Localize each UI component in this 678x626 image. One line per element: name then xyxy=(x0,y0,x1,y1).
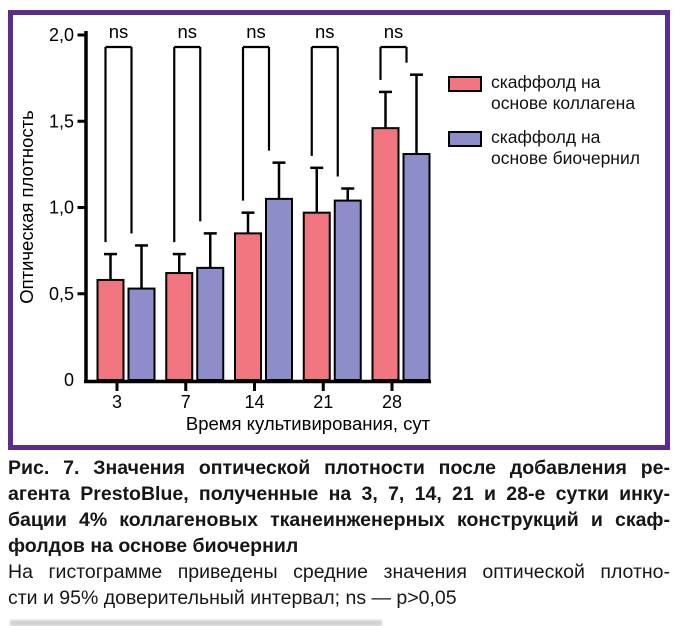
y-axis-title: Оптическая плотность xyxy=(16,110,37,304)
bar xyxy=(333,199,362,381)
bar xyxy=(196,266,225,381)
ns-label: ns xyxy=(246,21,266,42)
x-tick-label: 21 xyxy=(313,392,333,412)
figure-caption: Рис. 7. Значения оптической плотности по… xyxy=(8,455,670,611)
caption-line: бации 4% коллагеновых тканеинженерных ко… xyxy=(8,509,670,531)
bar xyxy=(165,272,194,381)
bar xyxy=(234,232,262,381)
x-tick-label: 14 xyxy=(244,392,264,412)
bar xyxy=(127,287,156,382)
x-tick-label: 3 xyxy=(112,392,122,412)
cutoff-text-strip xyxy=(10,620,382,626)
legend-item-bioink: скаффолд на основе биочернил xyxy=(448,127,660,169)
bar xyxy=(302,211,331,381)
bar xyxy=(96,278,125,382)
ns-label: ns xyxy=(109,21,129,42)
y-tick-label: 1,5 xyxy=(49,111,74,131)
caption-line: На гистограмме приведены средние значени… xyxy=(8,561,670,583)
x-axis-title: Время культивирования, сут xyxy=(186,413,431,434)
y-tick-label: 0 xyxy=(64,370,74,390)
ns-label: ns xyxy=(177,21,197,42)
y-tick-label: 0,5 xyxy=(49,284,74,304)
caption-line: агента PrestoBlue, полученные на 3, 7, 1… xyxy=(8,483,670,505)
caption-line: сти и 95% доверительный интервал; ns — p… xyxy=(8,587,457,609)
chart-legend: скаффолд на основе коллагена скаффолд на… xyxy=(448,72,660,182)
y-tick-label: 1,0 xyxy=(49,198,74,218)
legend-swatch-bioink xyxy=(448,130,482,147)
caption-line: Рис. 7. Значения оптической плотности по… xyxy=(8,457,670,479)
ns-label: ns xyxy=(315,21,335,42)
x-tick-label: 28 xyxy=(382,392,402,412)
y-tick-label: 2,0 xyxy=(49,25,74,45)
ns-label: ns xyxy=(384,21,404,42)
legend-item-collagen: скаффолд на основе коллагена xyxy=(448,72,660,114)
legend-swatch-collagen xyxy=(448,75,482,92)
x-tick-label: 7 xyxy=(181,392,191,412)
caption-line: фолдов на основе биочернил xyxy=(8,535,299,557)
legend-label-bioink: скаффолд на основе биочернил xyxy=(491,127,640,168)
bar xyxy=(402,153,431,381)
legend-label-collagen: скаффолд на основе коллагена xyxy=(491,72,636,113)
bar xyxy=(265,197,293,381)
bar xyxy=(371,127,400,381)
